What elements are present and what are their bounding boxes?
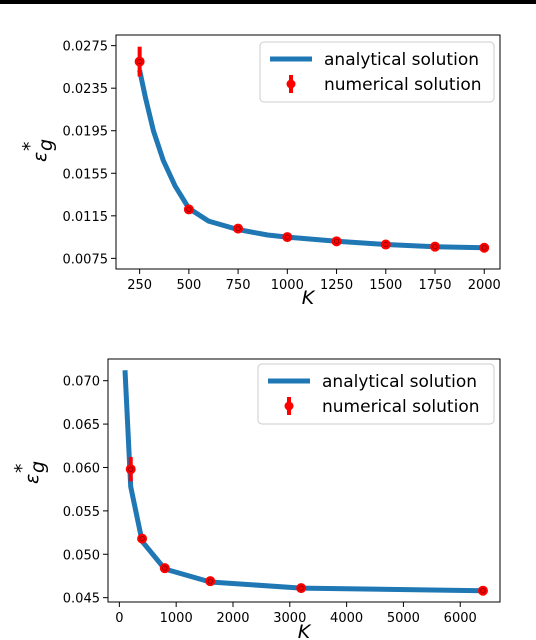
data-point — [296, 583, 307, 594]
data-point-center — [137, 58, 143, 65]
x-axis-title: K — [302, 287, 316, 309]
data-point — [205, 576, 216, 587]
x-tick-label: 250 — [127, 278, 152, 293]
data-point-center — [333, 238, 340, 244]
legend-label-numerical: numerical solution — [322, 397, 480, 417]
data-point — [479, 242, 490, 253]
top-border-rule — [0, 0, 536, 4]
data-point — [159, 563, 170, 574]
x-tick-label: 1000 — [271, 278, 304, 293]
data-point-center — [186, 206, 192, 213]
x-tick-label: 3000 — [273, 611, 306, 626]
data-point — [183, 204, 194, 215]
data-point-center — [235, 225, 241, 232]
y-axis-title-superscript: * — [11, 464, 33, 474]
y-tick-label: 0.0235 — [63, 82, 109, 97]
x-tick-label: 1000 — [160, 611, 193, 626]
legend-box — [257, 363, 495, 425]
data-point — [331, 236, 342, 247]
data-point-center — [162, 565, 168, 571]
data-point-center — [383, 241, 389, 248]
data-point — [233, 223, 244, 234]
legend-label-numerical: numerical solution — [324, 75, 482, 95]
y-axis-title-symbol: ε — [29, 152, 51, 162]
y-tick-label: 0.050 — [63, 548, 100, 563]
y-tick-label: 0.055 — [63, 505, 100, 520]
data-point-center — [298, 585, 304, 591]
y-tick-label: 0.065 — [63, 418, 100, 433]
legend-marker-swatch — [284, 401, 294, 411]
x-tick-label: 750 — [226, 278, 251, 293]
legend-box — [259, 41, 495, 103]
y-axis-title-symbol: ε — [21, 474, 43, 484]
chart-bottom: 0.045 0.050 0.055 0.060 0.065 0.070 0 1000 2000 3… — [11, 358, 501, 640]
data-point-center — [139, 536, 145, 542]
x-axis-title: K — [298, 621, 312, 640]
x-tick-label: 6000 — [444, 611, 477, 626]
y-tick-label: 0.0075 — [63, 252, 109, 267]
legend-label-analytical: analytical solution — [324, 50, 479, 70]
y-axis-title: εg* — [19, 139, 57, 162]
x-tick-label: 2000 — [216, 611, 249, 626]
y-tick-label: 0.045 — [63, 592, 100, 607]
y-axis-title: εg* — [11, 461, 49, 484]
x-tick-label: 5000 — [387, 611, 420, 626]
data-point — [282, 232, 293, 243]
y-tick-label: 0.0115 — [63, 210, 109, 225]
y-tick-label: 0.0155 — [63, 167, 109, 182]
legend-marker-swatch — [286, 79, 296, 89]
x-tick-label: 1250 — [320, 278, 353, 293]
y-tick-label: 0.0195 — [63, 125, 109, 140]
data-point-center — [481, 245, 487, 251]
y-axis-title-subscript: g — [27, 461, 49, 473]
x-tick-label: 1500 — [369, 278, 402, 293]
data-point — [380, 239, 391, 250]
x-tick-label: 2000 — [468, 278, 501, 293]
x-tick-label: 0 — [115, 611, 123, 626]
data-point-center — [284, 234, 290, 240]
data-point — [137, 533, 148, 544]
data-point — [477, 585, 488, 596]
data-point-center — [207, 578, 213, 584]
y-tick-label: 0.0275 — [63, 40, 109, 55]
plot-frame — [107, 358, 501, 603]
data-point-center — [128, 466, 134, 472]
data-point-center — [480, 588, 486, 594]
x-tick-label: 500 — [176, 278, 201, 293]
y-tick-label: 0.060 — [63, 461, 100, 476]
data-point — [134, 56, 145, 67]
x-tick-label: 4000 — [330, 611, 363, 626]
y-axis-title-superscript: * — [19, 142, 41, 152]
data-point — [430, 241, 441, 252]
data-point-center — [432, 244, 438, 250]
x-tick-label: 1750 — [418, 278, 451, 293]
data-point — [125, 464, 136, 475]
legend-label-analytical: analytical solution — [322, 372, 477, 392]
y-axis-title-subscript: g — [35, 139, 57, 151]
y-tick-label: 0.070 — [63, 375, 100, 390]
analytical-series-line — [137, 69, 485, 251]
chart-top: 0.0075 0.0115 0.0155 0.0195 0.0235 0.0275 250 5… — [19, 34, 501, 309]
plot-frame — [115, 34, 501, 270]
